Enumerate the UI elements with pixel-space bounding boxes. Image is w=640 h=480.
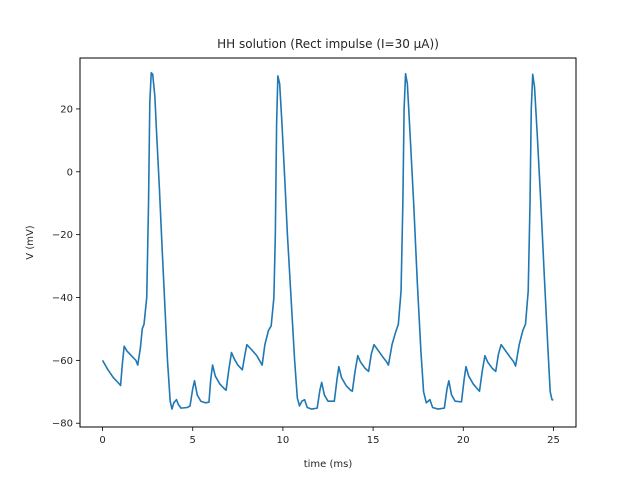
x-axis-label: time (ms) (304, 459, 353, 470)
x-tick-label: 20 (457, 435, 470, 446)
x-tick-label: 25 (547, 435, 560, 446)
x-tick-label: 15 (367, 435, 380, 446)
series-line-0 (101, 71, 554, 410)
y-tick-label: 0 (67, 167, 73, 178)
x-tick-label: 10 (277, 435, 290, 446)
y-axis-label: V (mV) (25, 225, 36, 260)
y-tick-label: 20 (60, 104, 73, 115)
chart-title: HH solution (Rect impulse (I=30 μA)) (217, 37, 439, 51)
x-tick-label: 0 (99, 435, 105, 446)
y-tick-label: −60 (52, 356, 73, 367)
y-tick-label: −80 (52, 419, 73, 430)
x-axis-ticks: 0 5 10 15 20 25 (99, 427, 560, 446)
plot-area (101, 71, 554, 410)
axes-frame (79, 57, 577, 428)
y-axis-ticks: −80 −60 −40 −20 0 20 (52, 104, 80, 430)
y-tick-label: −40 (52, 293, 73, 304)
x-tick-label: 5 (190, 435, 196, 446)
y-tick-label: −20 (52, 230, 73, 241)
